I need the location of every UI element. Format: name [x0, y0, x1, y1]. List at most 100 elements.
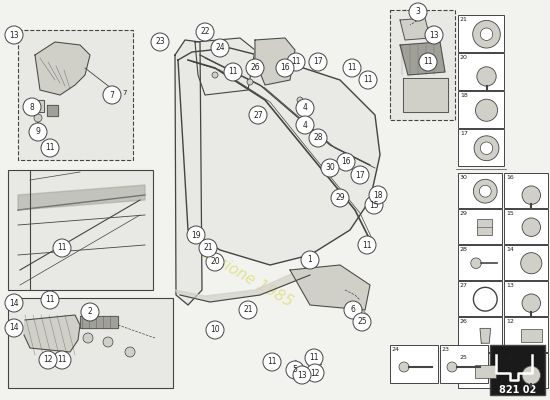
Bar	[458, 91, 504, 128]
Text: 17: 17	[355, 170, 365, 180]
Circle shape	[196, 23, 214, 41]
Circle shape	[480, 142, 493, 154]
Text: 15: 15	[369, 200, 379, 210]
Circle shape	[474, 179, 497, 203]
Circle shape	[29, 123, 47, 141]
Circle shape	[41, 291, 59, 309]
Polygon shape	[255, 38, 295, 85]
Polygon shape	[400, 18, 430, 40]
Circle shape	[5, 294, 23, 312]
Polygon shape	[32, 100, 44, 112]
Circle shape	[522, 218, 541, 236]
Text: 13: 13	[9, 30, 19, 40]
Bar	[458, 53, 504, 90]
Text: 27: 27	[253, 110, 263, 120]
Text: 25: 25	[357, 318, 367, 326]
Circle shape	[151, 33, 169, 51]
Text: 24: 24	[215, 44, 225, 52]
Text: 11: 11	[45, 296, 55, 304]
Circle shape	[5, 26, 23, 44]
Circle shape	[301, 251, 319, 269]
Text: 23: 23	[442, 347, 450, 352]
Text: 9: 9	[36, 128, 41, 136]
Text: 4: 4	[302, 104, 307, 112]
Text: 21: 21	[460, 17, 468, 22]
Circle shape	[206, 253, 224, 271]
Circle shape	[199, 239, 217, 257]
Bar	[458, 209, 502, 244]
Text: 27: 27	[460, 283, 468, 288]
Text: 4: 4	[302, 120, 307, 130]
Circle shape	[476, 99, 498, 121]
Circle shape	[306, 364, 324, 382]
Text: 12: 12	[506, 319, 514, 324]
Circle shape	[353, 313, 371, 331]
Polygon shape	[400, 42, 445, 75]
Text: 8: 8	[30, 102, 34, 112]
Circle shape	[293, 366, 311, 384]
Circle shape	[474, 136, 499, 161]
Bar	[504, 245, 548, 280]
Bar	[458, 281, 502, 316]
Bar	[458, 15, 504, 52]
Text: 16: 16	[341, 158, 351, 166]
Circle shape	[474, 287, 497, 311]
Text: 3: 3	[416, 8, 420, 16]
Bar	[458, 173, 502, 208]
Text: 11: 11	[424, 58, 433, 66]
Circle shape	[81, 303, 99, 321]
Circle shape	[5, 319, 23, 337]
Bar	[504, 353, 548, 388]
Circle shape	[247, 79, 253, 85]
Bar	[504, 173, 548, 208]
Circle shape	[212, 72, 218, 78]
Bar	[440, 345, 488, 383]
Circle shape	[359, 71, 377, 89]
Polygon shape	[195, 38, 255, 95]
Text: 2: 2	[87, 308, 92, 316]
Polygon shape	[403, 78, 448, 112]
Text: 7: 7	[122, 90, 127, 96]
Bar	[490, 345, 545, 395]
Bar	[504, 281, 548, 316]
Text: 11: 11	[57, 356, 67, 364]
Polygon shape	[18, 185, 145, 210]
Bar	[458, 317, 502, 352]
Circle shape	[309, 129, 327, 147]
Text: 26: 26	[460, 319, 468, 324]
Text: 20: 20	[460, 55, 468, 60]
Circle shape	[246, 59, 264, 77]
Polygon shape	[178, 48, 380, 265]
Circle shape	[263, 353, 281, 371]
Text: 17: 17	[460, 131, 468, 136]
Circle shape	[399, 362, 409, 372]
Circle shape	[83, 333, 93, 343]
Circle shape	[286, 361, 304, 379]
Text: 15: 15	[506, 211, 514, 216]
Circle shape	[296, 99, 314, 117]
Circle shape	[522, 186, 541, 204]
Text: 13: 13	[506, 283, 514, 288]
Circle shape	[206, 321, 224, 339]
Text: 11: 11	[267, 358, 277, 366]
Bar	[504, 209, 548, 244]
Circle shape	[331, 189, 349, 207]
Circle shape	[103, 337, 113, 347]
Text: 30: 30	[325, 164, 335, 172]
Circle shape	[239, 301, 257, 319]
Circle shape	[249, 106, 267, 124]
Circle shape	[305, 349, 323, 367]
Text: 13: 13	[429, 30, 439, 40]
Circle shape	[419, 53, 437, 71]
Circle shape	[358, 236, 376, 254]
Text: 20: 20	[210, 258, 220, 266]
Circle shape	[276, 59, 294, 77]
Polygon shape	[47, 105, 58, 116]
Text: 10: 10	[210, 326, 220, 334]
Circle shape	[224, 63, 242, 81]
Circle shape	[125, 347, 135, 357]
Text: 18: 18	[373, 190, 383, 200]
Text: 11: 11	[506, 355, 514, 360]
Circle shape	[477, 67, 496, 86]
Circle shape	[23, 98, 41, 116]
